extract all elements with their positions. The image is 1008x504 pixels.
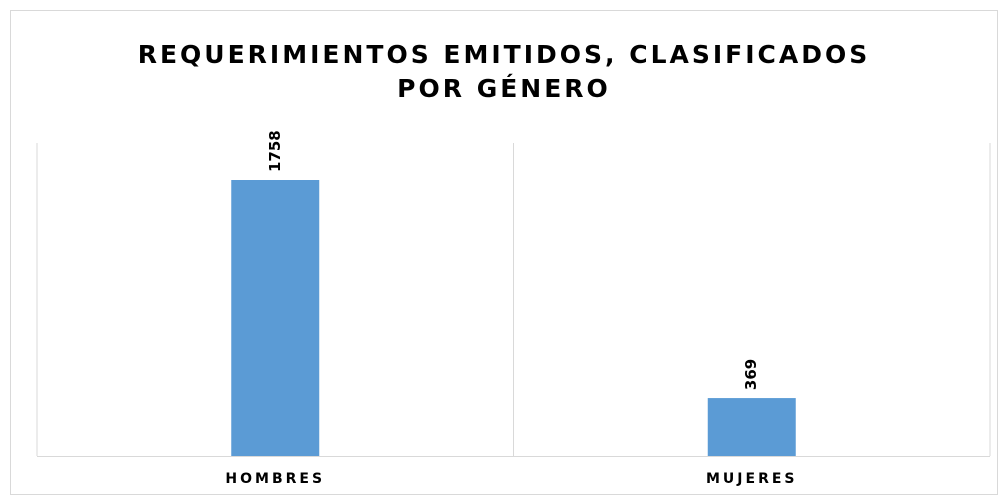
x-tick-label: HOMBRES xyxy=(225,471,325,487)
data-label: 369 xyxy=(742,359,760,390)
bar xyxy=(707,398,796,456)
chart-title: REQUERIMIENTOS EMITIDOS, CLASIFICADOS PO… xyxy=(137,40,871,103)
bar xyxy=(231,180,320,456)
data-label: 1758 xyxy=(266,130,284,172)
chart-border xyxy=(10,10,998,495)
x-tick-label: MUJERES xyxy=(706,471,798,487)
